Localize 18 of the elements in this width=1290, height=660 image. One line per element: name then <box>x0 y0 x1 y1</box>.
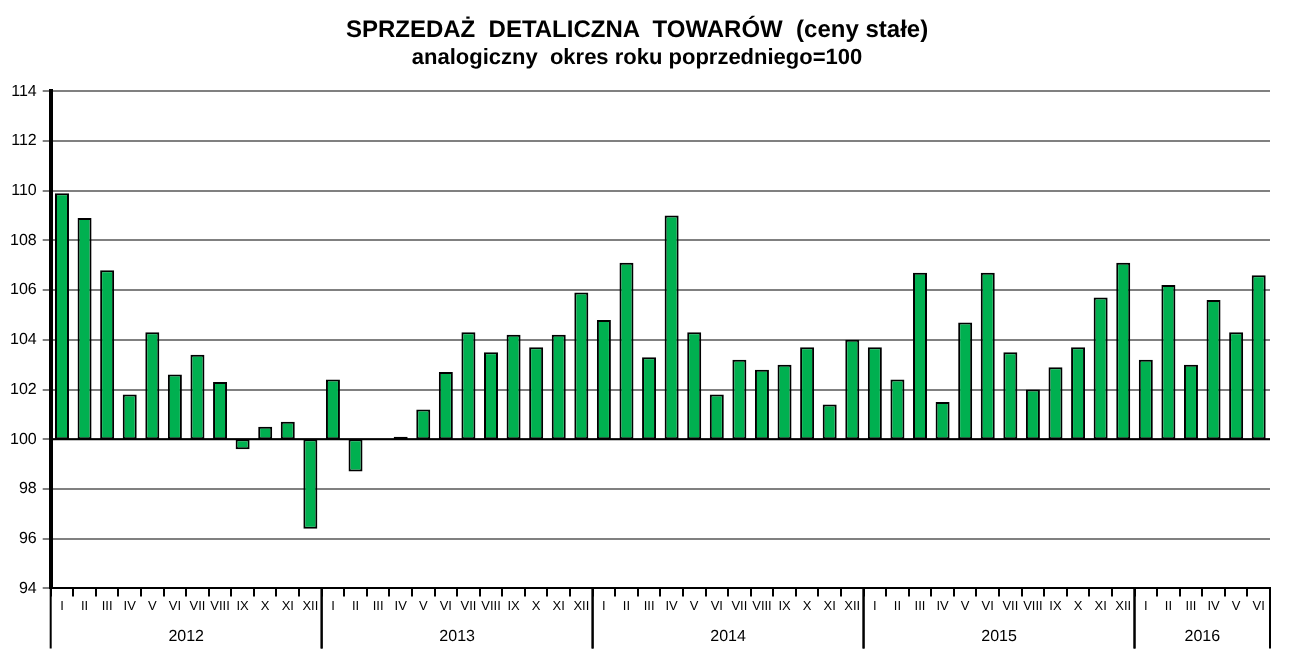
text: 2015 <box>981 626 1018 645</box>
text: 2016 <box>1184 626 1222 645</box>
y-tick-label: 108 <box>9 230 38 249</box>
y-tick-label: 104 <box>9 330 38 349</box>
y-tick-label: 106 <box>9 280 38 299</box>
text: 2013 <box>439 626 477 645</box>
y-tick-label: 102 <box>9 379 38 398</box>
y-tick-label: 114 <box>11 81 38 100</box>
y-tick-label: 94 <box>18 578 38 597</box>
text: 2012 <box>168 626 206 645</box>
y-tick-label: 98 <box>18 479 38 498</box>
y-tick-label: 112 <box>11 131 38 150</box>
chart-subtitle: analogiczny okres roku poprzedniego=100 <box>411 46 863 71</box>
text: 2014 <box>710 626 747 645</box>
chart-title: SPRZEDAŻ DETALICZNA TOWARÓW (ceny stałe) <box>345 15 929 44</box>
y-tick-label: 110 <box>11 181 38 200</box>
y-tick-label: 96 <box>18 529 38 548</box>
y-tick-label: 100 <box>9 429 38 448</box>
